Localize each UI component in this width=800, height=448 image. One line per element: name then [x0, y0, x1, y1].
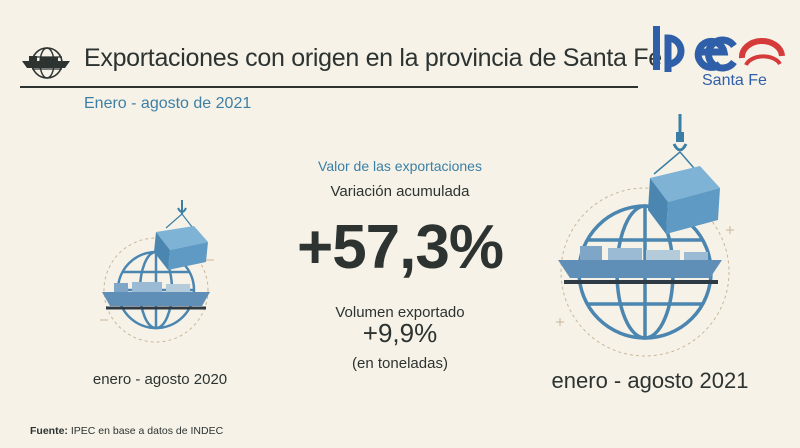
volumen-label: Volumen exportado	[335, 304, 465, 321]
volumen-value: +9,9%	[362, 318, 438, 348]
title-divider	[20, 86, 638, 88]
source-note: Fuente: IPEC en base a datos de INDEC	[30, 425, 223, 437]
period-previous-caption: enero - agosto 2020	[92, 371, 228, 388]
variacion-value: +57,3%	[296, 213, 504, 282]
ship-globe-icon	[22, 47, 70, 79]
variacion-label: Variación acumulada	[330, 183, 470, 200]
container-crane-icon	[100, 200, 214, 343]
period-subtitle: Enero - agosto de 2021	[84, 95, 252, 112]
source-label: Fuente:	[30, 425, 68, 437]
ipec-logo-mark	[653, 26, 785, 72]
ipec-logo: Santa Fe	[650, 16, 790, 94]
container-crane-icon	[556, 114, 734, 357]
valor-label: Valor de las exportaciones	[318, 158, 482, 174]
page-title: Exportaciones con origen en la provincia…	[84, 44, 662, 72]
logo-region: Santa Fe	[702, 72, 767, 89]
source-text: IPEC en base a datos de INDEC	[70, 425, 224, 437]
volumen-unit: (en toneladas)	[352, 355, 448, 372]
period-current-caption: enero - agosto 2021	[551, 368, 749, 393]
